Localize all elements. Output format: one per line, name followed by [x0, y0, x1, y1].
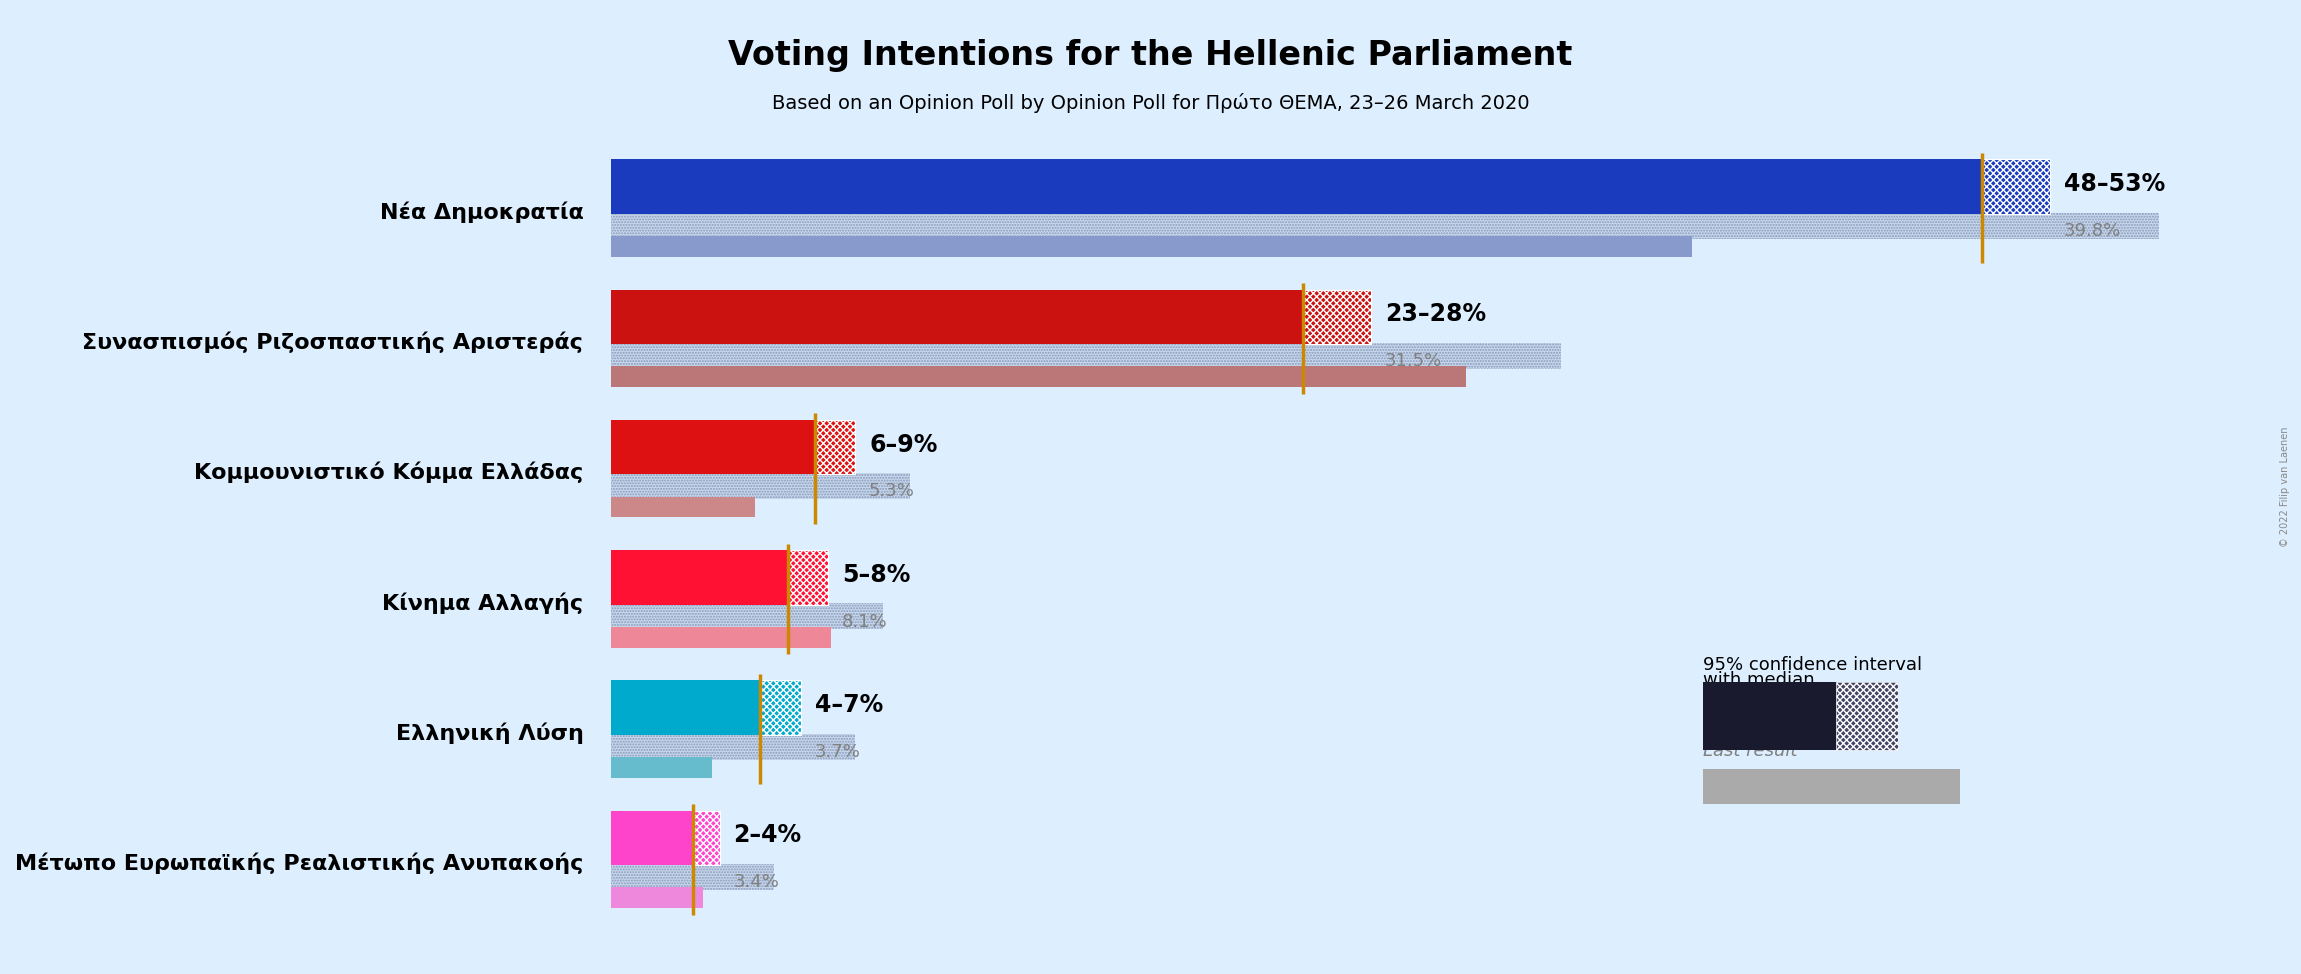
Bar: [612, 473, 909, 500]
Bar: [612, 604, 884, 629]
Bar: [612, 680, 759, 735]
Bar: [612, 343, 1562, 369]
Text: 48–53%: 48–53%: [2064, 172, 2165, 196]
Bar: [612, 887, 704, 908]
Bar: [612, 473, 909, 500]
Text: 5.3%: 5.3%: [870, 482, 916, 501]
Text: 23–28%: 23–28%: [1385, 302, 1486, 326]
Text: 8.1%: 8.1%: [842, 613, 888, 630]
Bar: [612, 810, 693, 865]
Bar: [612, 497, 755, 517]
Bar: [612, 757, 711, 778]
Text: 31.5%: 31.5%: [1385, 353, 1443, 370]
Bar: [612, 864, 773, 890]
Bar: [787, 550, 828, 605]
Text: 95% confidence interval: 95% confidence interval: [1703, 656, 1921, 674]
Text: 39.8%: 39.8%: [2064, 222, 2122, 240]
Bar: [612, 604, 884, 629]
Text: Based on an Opinion Poll by Opinion Poll for Πρώτο ΘΕΜΑ, 23–26 March 2020: Based on an Opinion Poll by Opinion Poll…: [771, 93, 1530, 113]
Bar: [612, 550, 787, 605]
Text: with median: with median: [1703, 671, 1815, 689]
Bar: [759, 680, 801, 735]
Bar: [612, 212, 2158, 239]
Text: 4–7%: 4–7%: [815, 693, 884, 717]
Text: 5–8%: 5–8%: [842, 563, 911, 586]
Bar: [1981, 160, 2050, 214]
Bar: [1302, 289, 1371, 344]
Text: 6–9%: 6–9%: [870, 432, 937, 457]
Text: Voting Intentions for the Hellenic Parliament: Voting Intentions for the Hellenic Parli…: [729, 39, 1572, 72]
Text: Last result: Last result: [1703, 742, 1797, 760]
Bar: [612, 864, 773, 890]
Bar: [612, 733, 856, 760]
Bar: [612, 212, 2158, 239]
Text: 3.4%: 3.4%: [734, 873, 780, 891]
Bar: [815, 420, 856, 474]
Bar: [612, 289, 1302, 344]
Bar: [612, 343, 1562, 369]
Bar: [693, 810, 720, 865]
Text: © 2022 Filip van Laenen: © 2022 Filip van Laenen: [2280, 427, 2289, 547]
Bar: [612, 366, 1466, 388]
Bar: [612, 420, 815, 474]
Bar: [612, 236, 1691, 257]
Bar: [612, 627, 831, 648]
Bar: [612, 733, 856, 760]
Text: 2–4%: 2–4%: [734, 823, 801, 847]
Bar: [612, 160, 1981, 214]
Text: 3.7%: 3.7%: [815, 743, 861, 761]
